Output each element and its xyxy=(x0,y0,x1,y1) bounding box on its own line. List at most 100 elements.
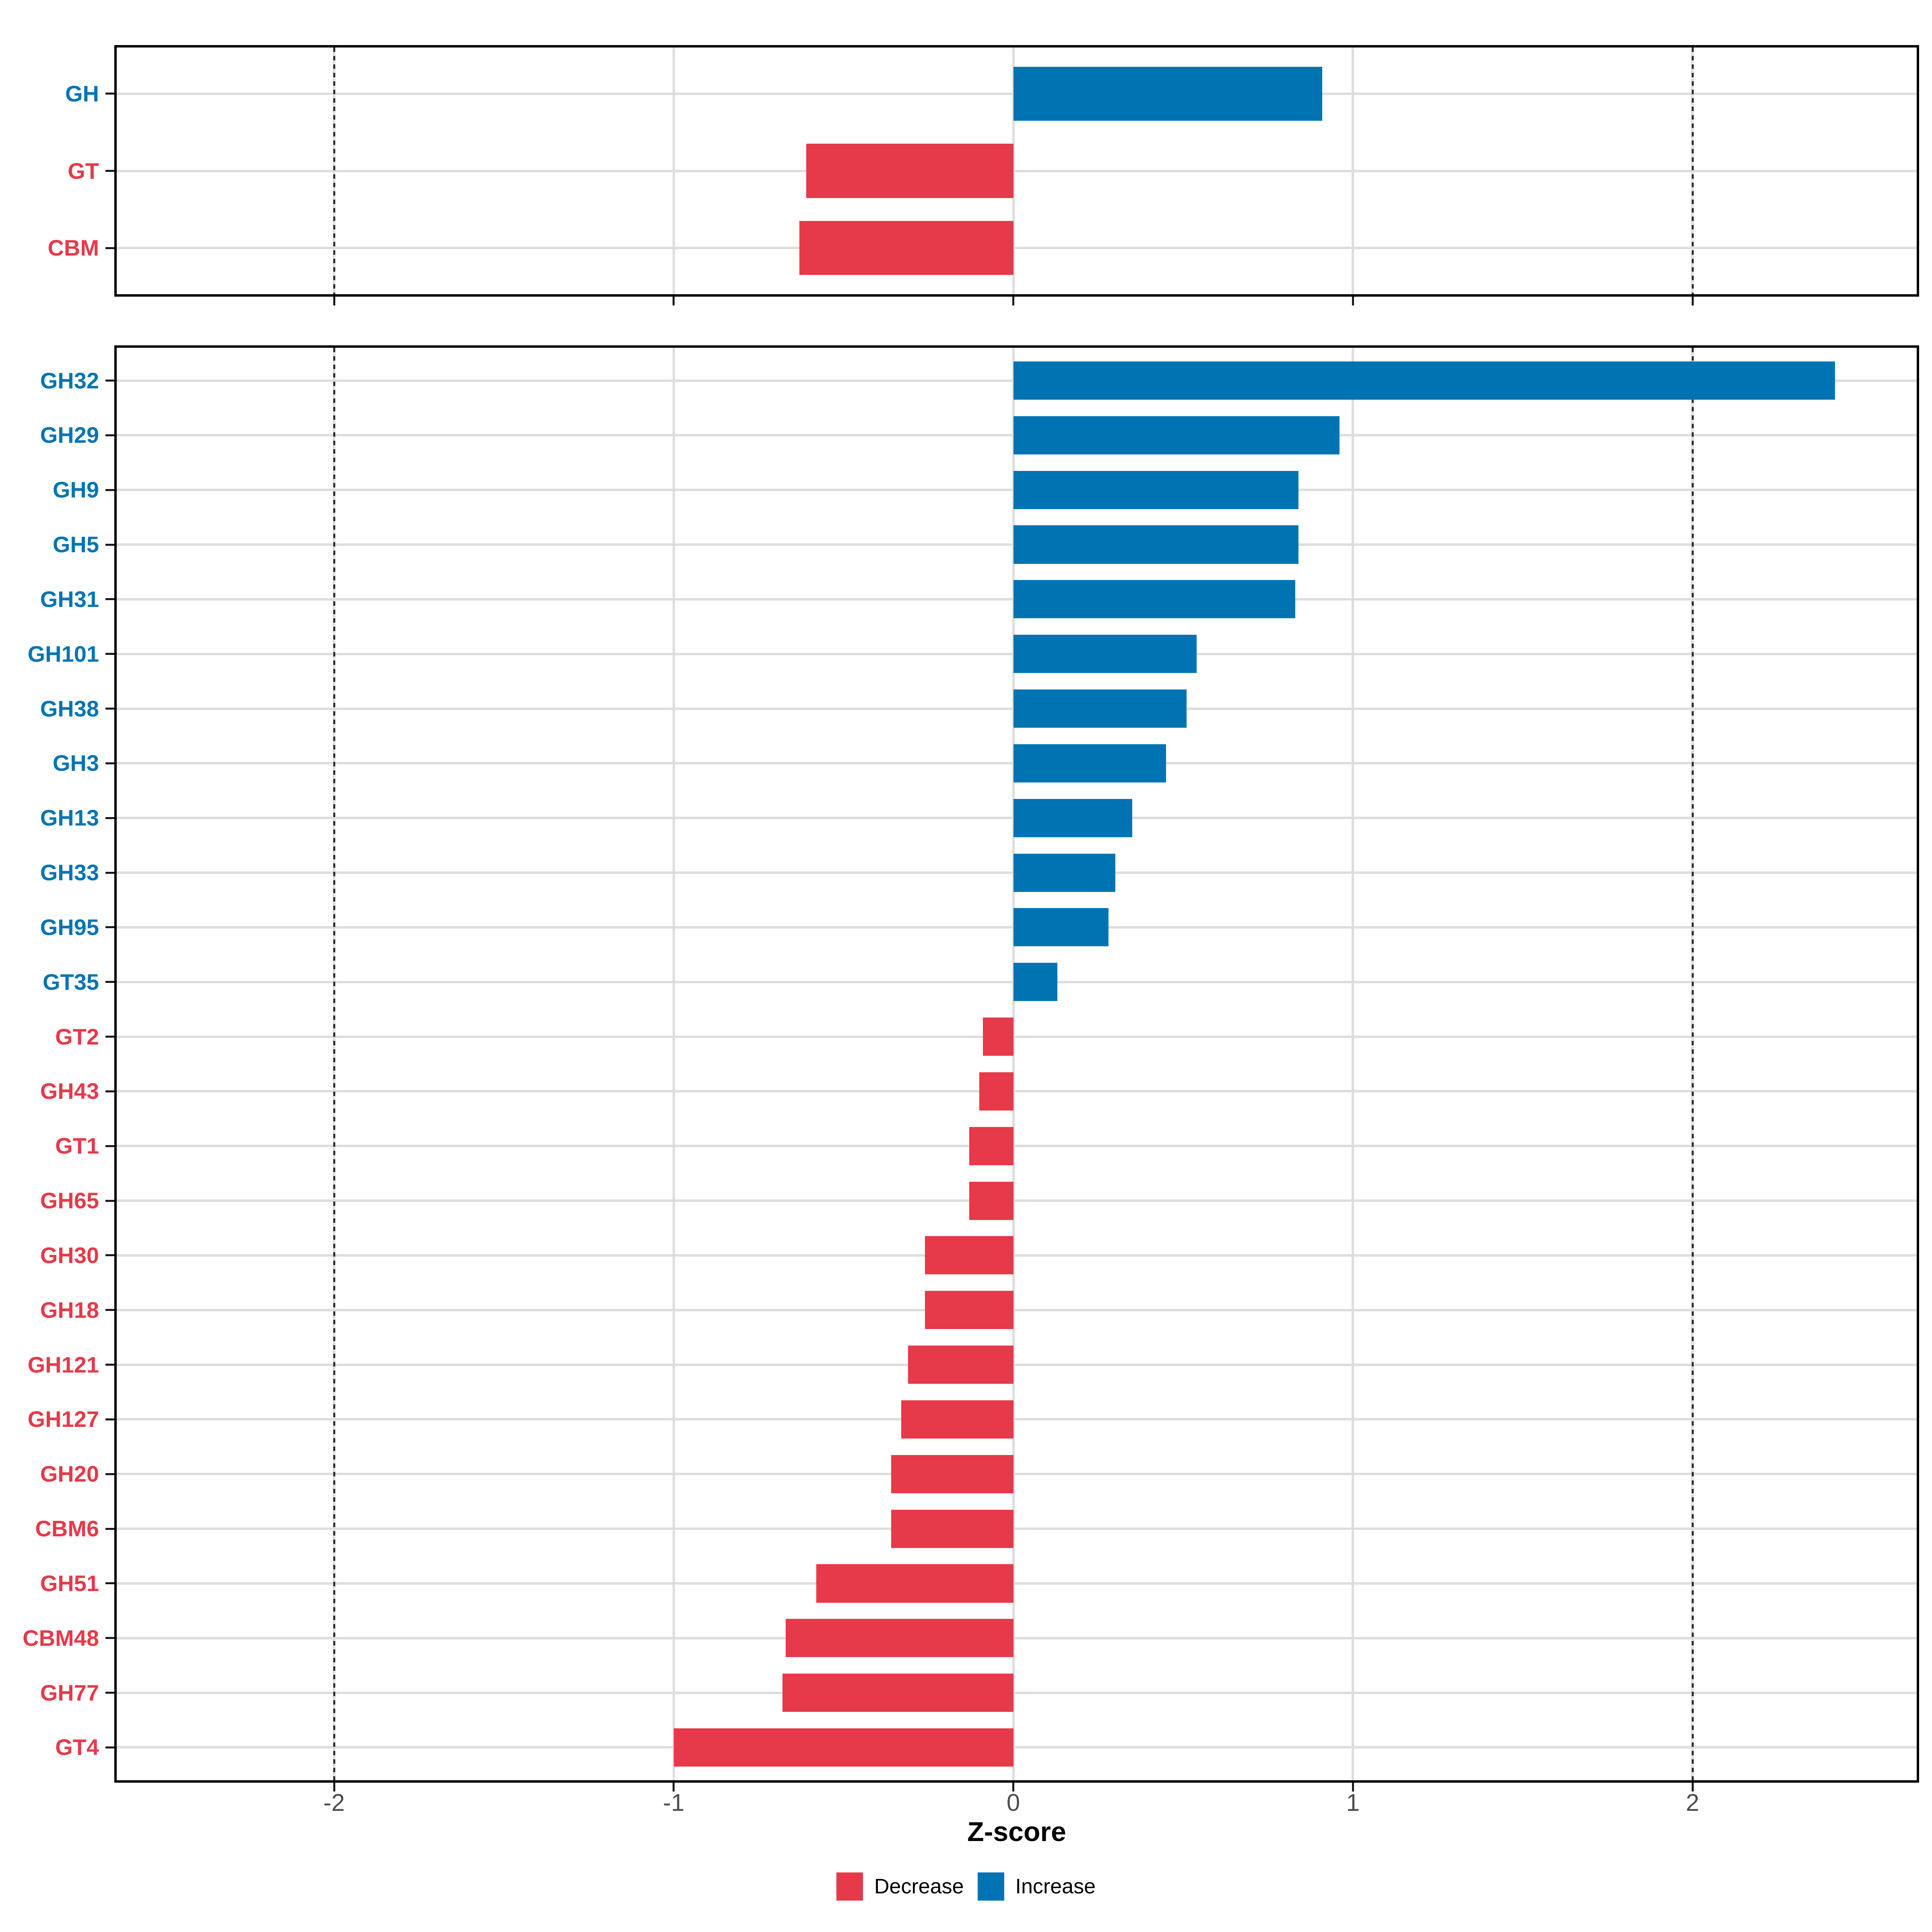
bar-GH65 xyxy=(969,1181,1013,1220)
bar-GH20 xyxy=(891,1455,1013,1493)
category-label-GH3: GH3 xyxy=(52,750,99,776)
legend-item-decrease: Decrease xyxy=(836,1872,964,1901)
category-label-GT35: GT35 xyxy=(42,969,99,995)
detail-panel xyxy=(114,345,1919,1783)
bar-GH30 xyxy=(925,1236,1013,1275)
gridline-y-GH65 xyxy=(117,1199,1917,1202)
gridline-y-CBM6 xyxy=(117,1527,1917,1530)
legend-label-increase: Increase xyxy=(1015,1875,1096,1898)
tick-GH95 xyxy=(105,926,114,929)
legend: Decrease Increase xyxy=(0,1872,1932,1901)
gridline-y-GH77 xyxy=(117,1691,1917,1694)
tick-GH3 xyxy=(105,762,114,764)
bar-GH18 xyxy=(925,1291,1013,1329)
bar-GH51 xyxy=(816,1564,1013,1603)
summary-panel xyxy=(114,45,1919,297)
x-tick-label--2: -2 xyxy=(323,1789,345,1816)
tick-GH101 xyxy=(105,653,114,655)
reference-line--2 xyxy=(333,47,335,294)
bar-GH77 xyxy=(782,1674,1013,1712)
tick-GH127 xyxy=(105,1418,114,1420)
tick-GH18 xyxy=(105,1309,114,1311)
bar-GH43 xyxy=(979,1072,1013,1110)
x-axis-title: Z-score xyxy=(967,1816,1066,1847)
tick-GH5 xyxy=(105,543,114,546)
tick-GH121 xyxy=(105,1364,114,1366)
tick-GT1 xyxy=(105,1145,114,1147)
category-label-GT: GT xyxy=(68,158,99,184)
tick-GH20 xyxy=(105,1473,114,1475)
bar-GH127 xyxy=(901,1400,1013,1439)
x-tick-label--1: -1 xyxy=(663,1789,685,1816)
tick-GH65 xyxy=(105,1199,114,1202)
category-label-GH95: GH95 xyxy=(40,914,99,940)
bar-GT1 xyxy=(969,1127,1013,1165)
tick-GH77 xyxy=(105,1692,114,1694)
category-label-GH30: GH30 xyxy=(40,1242,99,1268)
gridline-y-GH43 xyxy=(117,1090,1917,1093)
category-label-GH: GH xyxy=(65,80,99,106)
reference-line-2 xyxy=(1692,348,1694,1780)
category-label-GH65: GH65 xyxy=(40,1188,99,1214)
tick-GH29 xyxy=(105,434,114,436)
x-tick-label-1: 1 xyxy=(1346,1789,1360,1816)
category-label-GH9: GH9 xyxy=(52,477,99,503)
tick-GT4 xyxy=(105,1746,114,1748)
bar-GH xyxy=(1013,66,1323,121)
category-label-GH77: GH77 xyxy=(40,1680,99,1705)
category-label-CBM6: CBM6 xyxy=(35,1516,99,1542)
x-tick-0-panel0 xyxy=(1012,297,1015,305)
bar-GH33 xyxy=(1013,853,1115,892)
bar-GH5 xyxy=(1013,525,1299,564)
gridline-y-GH30 xyxy=(117,1254,1917,1257)
tick-GH32 xyxy=(105,380,114,382)
category-label-GH5: GH5 xyxy=(52,532,99,557)
bar-GT35 xyxy=(1013,963,1058,1001)
decrease-swatch xyxy=(836,1872,863,1901)
gridline-y-CBM xyxy=(117,247,1917,250)
bar-GH9 xyxy=(1013,471,1299,509)
tick-GT xyxy=(105,170,114,172)
bar-GH101 xyxy=(1013,635,1197,673)
category-label-GH20: GH20 xyxy=(40,1461,99,1487)
category-label-CBM: CBM xyxy=(47,235,99,261)
category-label-GH33: GH33 xyxy=(40,860,99,886)
x-tick-1-panel1 xyxy=(1352,1783,1354,1792)
increase-swatch xyxy=(977,1872,1004,1901)
tick-GT2 xyxy=(105,1036,114,1038)
tick-GH33 xyxy=(105,871,114,874)
tick-GH13 xyxy=(105,817,114,819)
category-label-GH43: GH43 xyxy=(40,1078,99,1104)
tick-GH31 xyxy=(105,598,114,601)
gridline-x--1 xyxy=(672,348,675,1780)
legend-label-decrease: Decrease xyxy=(874,1875,964,1898)
tick-GH38 xyxy=(105,708,114,710)
tick-GH51 xyxy=(105,1582,114,1585)
gridline-y-GT xyxy=(117,169,1917,172)
x-tick-0-panel1 xyxy=(1012,1783,1015,1792)
bar-GH38 xyxy=(1013,689,1187,728)
bar-GH31 xyxy=(1013,580,1295,619)
category-label-GH38: GH38 xyxy=(40,696,99,721)
tick-CBM6 xyxy=(105,1527,114,1530)
bar-GH121 xyxy=(908,1346,1013,1384)
bar-GH13 xyxy=(1013,799,1132,837)
gridline-y-GH121 xyxy=(117,1363,1917,1366)
gridline-y-GT1 xyxy=(117,1145,1917,1148)
tick-GH43 xyxy=(105,1090,114,1092)
bar-CBM xyxy=(799,221,1013,275)
category-label-GH32: GH32 xyxy=(40,367,99,393)
category-label-GT4: GT4 xyxy=(55,1734,99,1760)
bar-GH3 xyxy=(1013,744,1166,782)
category-label-GT1: GT1 xyxy=(55,1133,99,1159)
tick-CBM xyxy=(105,247,114,249)
gridline-x-1 xyxy=(1352,348,1354,1780)
x-tick-2-panel0 xyxy=(1691,297,1694,305)
tick-CBM48 xyxy=(105,1637,114,1639)
category-label-GT2: GT2 xyxy=(55,1024,99,1049)
tick-GH xyxy=(105,93,114,95)
x-tick--1-panel1 xyxy=(673,1783,675,1792)
bar-GT xyxy=(806,144,1013,198)
category-label-GH101: GH101 xyxy=(27,641,99,667)
